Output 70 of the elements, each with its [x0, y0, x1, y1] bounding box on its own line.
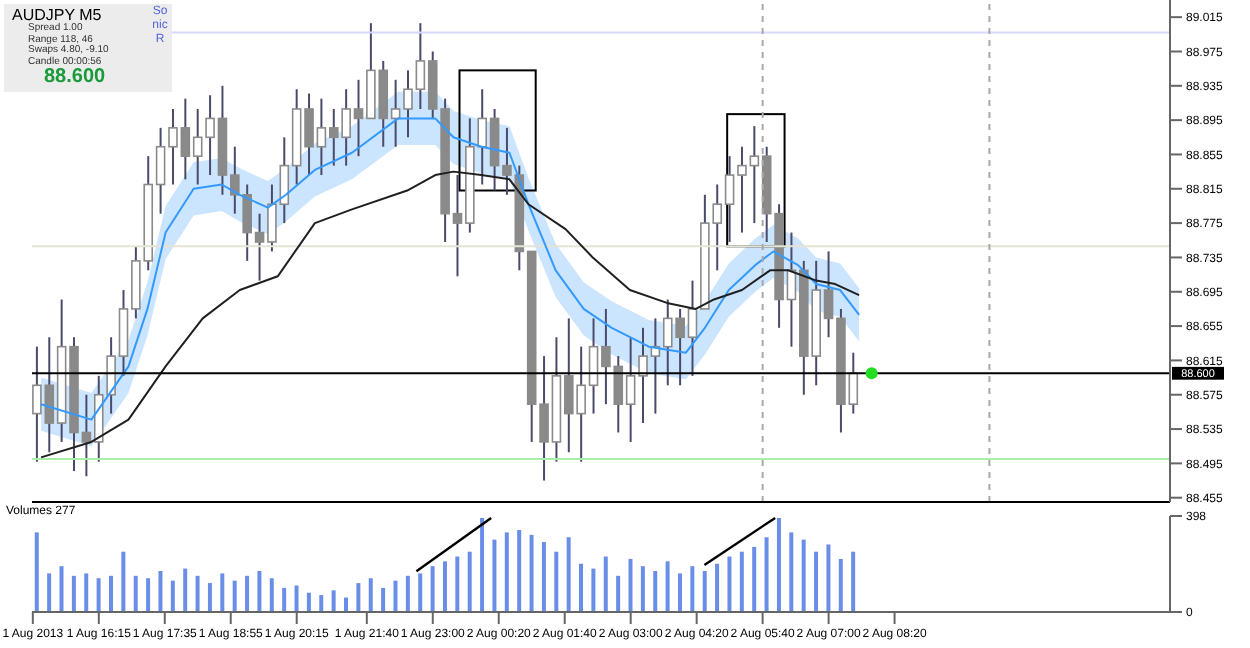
bar	[677, 573, 682, 612]
bar	[344, 597, 348, 612]
bar	[269, 578, 274, 612]
bar	[158, 571, 163, 612]
bar	[715, 563, 720, 612]
bar	[467, 551, 472, 612]
line-series	[40, 170, 861, 459]
bar	[517, 529, 522, 612]
bar	[294, 585, 299, 612]
bar	[133, 575, 138, 612]
bar	[541, 542, 546, 612]
bar	[170, 580, 175, 612]
bar	[690, 566, 695, 612]
bar	[492, 539, 497, 612]
bar	[640, 566, 645, 612]
bar	[47, 573, 52, 612]
bar	[59, 566, 64, 612]
bar	[245, 575, 250, 612]
bar	[591, 568, 596, 612]
bar	[418, 573, 423, 612]
bar	[702, 571, 707, 612]
annotation: 88.600	[44, 66, 106, 88]
bar	[183, 568, 188, 612]
bar	[207, 583, 212, 612]
bar	[319, 595, 324, 612]
bar	[455, 556, 460, 612]
bar	[727, 556, 732, 612]
bar	[393, 580, 398, 612]
bar	[776, 517, 781, 612]
bar	[814, 551, 819, 612]
bar	[628, 558, 633, 612]
bar	[838, 558, 843, 612]
annotation: AUDJPY M5	[12, 6, 102, 24]
bar	[579, 563, 584, 612]
bar	[121, 551, 126, 612]
bar	[430, 566, 435, 612]
bar	[554, 551, 559, 612]
bar	[108, 575, 113, 612]
bar	[442, 561, 447, 612]
bar	[331, 590, 336, 612]
bar	[368, 578, 373, 612]
bar	[146, 578, 151, 612]
bar	[653, 571, 658, 612]
bar	[529, 534, 534, 612]
bar	[34, 532, 39, 612]
bar	[851, 551, 856, 612]
bar	[84, 573, 89, 612]
bar	[405, 575, 410, 612]
bar	[220, 573, 225, 612]
bar	[752, 546, 757, 612]
bar	[71, 575, 76, 612]
bar	[801, 539, 806, 612]
bar	[381, 587, 386, 612]
bar	[789, 532, 794, 612]
bar	[603, 556, 608, 612]
bar	[257, 571, 262, 612]
bar	[566, 537, 571, 612]
bar	[665, 561, 670, 612]
bar	[306, 592, 311, 612]
bar	[739, 551, 744, 612]
bar	[504, 532, 509, 612]
bar	[356, 583, 361, 612]
bar	[764, 537, 769, 612]
bar	[826, 544, 831, 612]
bar	[96, 578, 101, 612]
bar	[616, 575, 621, 612]
bar	[232, 580, 237, 612]
bar	[480, 517, 485, 612]
bar	[282, 587, 287, 612]
bar	[195, 575, 200, 612]
